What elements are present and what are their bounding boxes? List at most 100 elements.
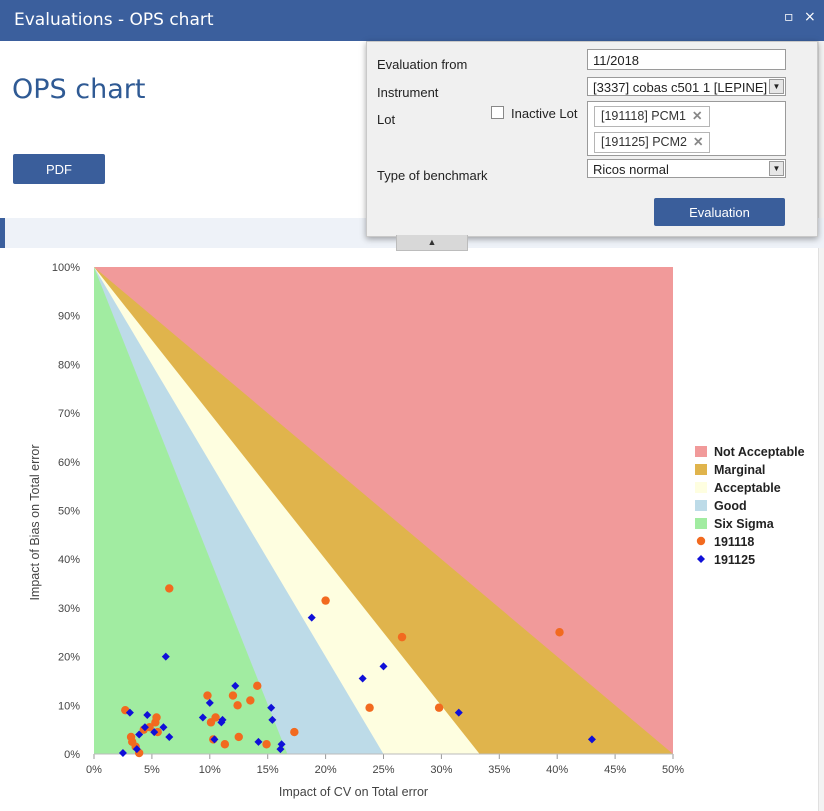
data-point-191118[interactable]: [365, 703, 374, 712]
lot-chip: [191118] PCM1 ✕: [594, 106, 710, 127]
data-point-191118[interactable]: [234, 732, 243, 742]
chevron-down-icon[interactable]: ▼: [769, 79, 784, 94]
data-point-191125[interactable]: [125, 708, 134, 717]
instrument-select[interactable]: [3337] cobas c501 1 [LEPINE] ▼: [587, 77, 786, 96]
remove-chip-icon[interactable]: ✕: [692, 135, 704, 149]
data-point-191118[interactable]: [145, 723, 154, 732]
data-point-191118[interactable]: [253, 681, 262, 691]
data-point-191118[interactable]: [262, 740, 271, 749]
x-tick-label: 40%: [546, 764, 568, 776]
data-point-191125[interactable]: [454, 708, 463, 717]
legend-item-label[interactable]: Not Acceptable: [714, 445, 805, 459]
legend-item-label[interactable]: Six Sigma: [714, 517, 775, 531]
y-tick-label: 100%: [52, 262, 80, 274]
data-point-191125[interactable]: [277, 740, 286, 749]
benchmark-select[interactable]: Ricos normal ▼: [587, 159, 786, 178]
data-point-191125[interactable]: [159, 723, 168, 732]
data-point-191125[interactable]: [218, 715, 227, 724]
data-point-191118[interactable]: [211, 713, 220, 722]
data-point-191125[interactable]: [143, 711, 152, 720]
lot-multiselect[interactable]: [191118] PCM1 ✕ [191125] PCM2 ✕: [587, 101, 786, 156]
data-point-191125[interactable]: [307, 613, 316, 622]
legend-item-label[interactable]: Marginal: [714, 463, 765, 477]
y-tick-label: 40%: [58, 554, 80, 566]
evaluation-from-input[interactable]: 11/2018: [587, 49, 786, 70]
y-tick-label: 10%: [58, 700, 80, 712]
lot-chip-label: [191118] PCM1: [601, 109, 687, 123]
data-point-191125[interactable]: [165, 732, 174, 741]
collapse-panel-button[interactable]: ▲: [396, 235, 468, 251]
data-point-191125[interactable]: [210, 735, 219, 744]
chevron-up-icon: ▲: [427, 237, 437, 247]
filter-panel: Evaluation from 11/2018 Instrument [3337…: [366, 41, 818, 237]
data-point-191125[interactable]: [140, 723, 149, 732]
x-tick-label: 45%: [604, 764, 626, 776]
data-point-191125[interactable]: [358, 674, 367, 683]
data-point-191125[interactable]: [135, 730, 144, 739]
instrument-value: [3337] cobas c501 1 [LEPINE]: [593, 80, 768, 95]
y-tick-label: 0%: [64, 749, 80, 761]
data-point-191118[interactable]: [152, 713, 161, 722]
window-title: Evaluations - OPS chart: [14, 10, 214, 30]
legend-swatch: [695, 518, 707, 529]
data-point-191125[interactable]: [267, 703, 276, 712]
data-point-191125[interactable]: [161, 652, 170, 661]
data-point-191125[interactable]: [268, 715, 277, 724]
data-point-191125[interactable]: [118, 749, 127, 758]
x-tick-label: 15%: [257, 764, 279, 776]
data-point-191118[interactable]: [246, 696, 255, 705]
chevron-down-icon[interactable]: ▼: [769, 161, 784, 176]
legend-item-label[interactable]: 191118: [714, 535, 754, 549]
remove-chip-icon[interactable]: ✕: [692, 109, 703, 123]
data-point-191125[interactable]: [150, 728, 159, 737]
zone-six-sigma: [94, 267, 288, 754]
data-point-191125[interactable]: [198, 713, 207, 722]
data-point-191118[interactable]: [434, 703, 444, 712]
data-point-191125[interactable]: [205, 698, 214, 707]
y-tick-label: 50%: [58, 506, 80, 518]
data-point-191125[interactable]: [132, 745, 141, 754]
lot-chip: [191125] PCM2 ✕: [594, 132, 711, 153]
legend-item-label[interactable]: Good: [714, 499, 747, 513]
inactive-lot-checkbox[interactable]: [491, 106, 504, 119]
lot-chip-label: [191125] PCM2: [601, 135, 687, 149]
data-point-191118[interactable]: [397, 632, 407, 642]
x-tick-label: 25%: [372, 764, 394, 776]
y-tick-label: 90%: [58, 311, 80, 323]
x-axis-title: Impact of CV on Total error: [279, 785, 428, 799]
data-point-191118[interactable]: [165, 584, 174, 593]
y-tick-label: 60%: [58, 457, 80, 469]
legend-swatch: [695, 500, 707, 511]
data-point-191118[interactable]: [290, 727, 299, 737]
data-point-191118[interactable]: [220, 740, 230, 749]
y-axis-title: Impact of Bias on Total error: [28, 444, 42, 600]
data-point-191125[interactable]: [231, 681, 240, 690]
x-tick-label: 5%: [144, 764, 160, 776]
data-point-191118[interactable]: [203, 691, 212, 700]
data-point-191125[interactable]: [254, 737, 263, 746]
legend-item-label[interactable]: 191125: [714, 553, 755, 567]
data-point-191125[interactable]: [379, 662, 388, 671]
maximize-icon[interactable]: ▫: [784, 9, 794, 25]
legend-swatch: [695, 464, 707, 475]
instrument-label: Instrument: [377, 85, 439, 100]
data-point-191118[interactable]: [228, 691, 238, 700]
legend-marker: [696, 536, 706, 546]
benchmark-value: Ricos normal: [593, 162, 669, 177]
pdf-button[interactable]: PDF: [13, 154, 105, 184]
close-icon[interactable]: ×: [804, 9, 816, 25]
y-tick-label: 20%: [58, 652, 80, 664]
evaluation-button[interactable]: Evaluation: [654, 198, 785, 226]
x-tick-label: 30%: [430, 764, 452, 776]
data-point-191118[interactable]: [321, 596, 330, 605]
legend-swatch: [695, 446, 707, 457]
lot-label: Lot: [377, 112, 396, 127]
window-titlebar: Evaluations - OPS chart ▫ ×: [0, 0, 824, 41]
window-scrollbar[interactable]: [818, 41, 824, 811]
data-point-191118[interactable]: [555, 628, 564, 637]
data-point-191125[interactable]: [587, 735, 596, 744]
legend-item-label[interactable]: Acceptable: [714, 481, 781, 495]
y-tick-label: 70%: [58, 408, 80, 420]
ops-chart: 0% 5% 10% 15% 20% 25% 30% 35% 40% 45% 50% 0% 10% 20% 3…: [28, 262, 805, 799]
data-point-191118[interactable]: [233, 701, 242, 710]
